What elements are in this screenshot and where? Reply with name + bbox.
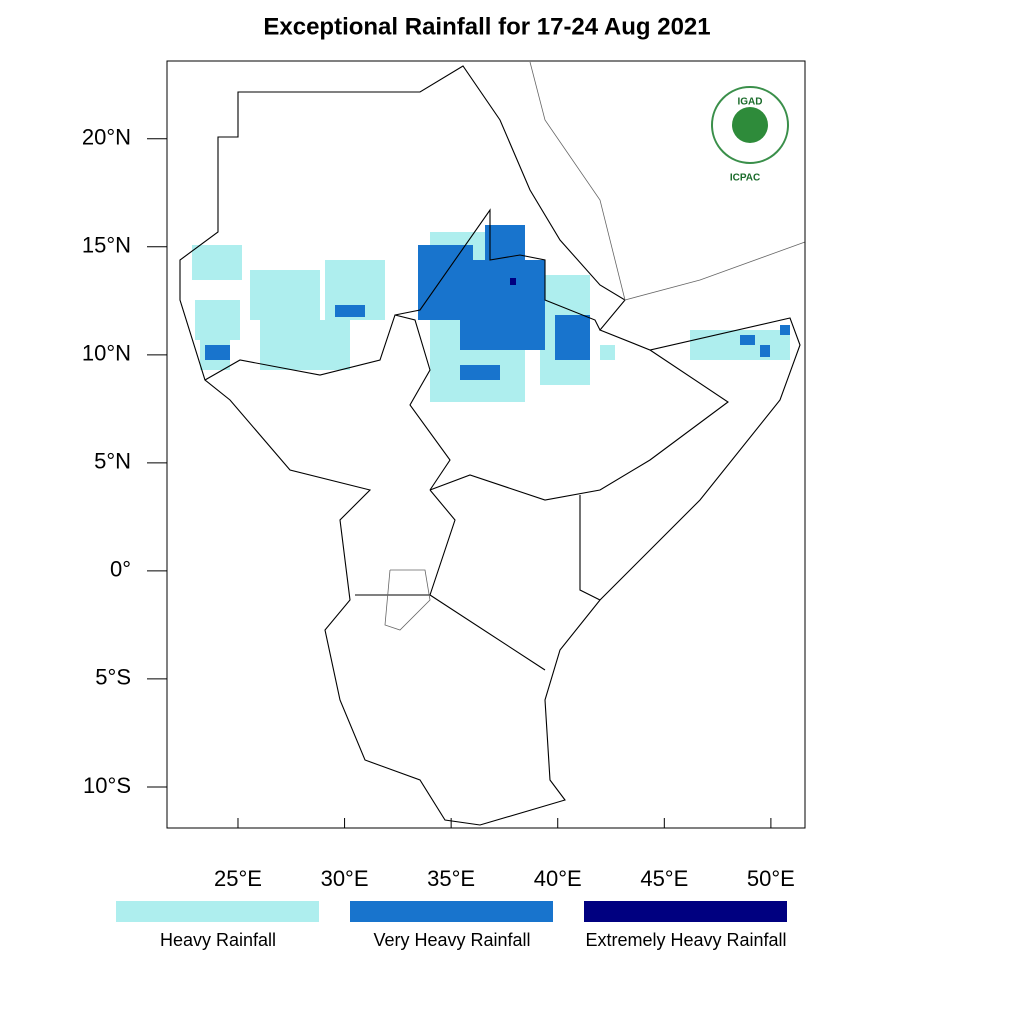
legend-label: Extremely Heavy Rainfall (585, 930, 786, 950)
x-tick-label: 35°E (427, 866, 475, 891)
rain-cells (192, 225, 790, 402)
logo-name: IGAD (738, 97, 763, 108)
y-tick-label: 10°S (83, 773, 131, 798)
y-tick-label: 15°N (82, 233, 131, 258)
map-title: Exceptional Rainfall for 17-24 Aug 2021 (263, 13, 710, 40)
y-tick-label: 20°N (82, 125, 131, 150)
logo-subtitle: ICPAC (730, 173, 760, 184)
legend-label: Heavy Rainfall (160, 930, 276, 950)
borders (179, 65, 801, 826)
legend-label: Very Heavy Rainfall (373, 930, 530, 950)
plot-frame (166, 60, 806, 829)
sudan-border (204, 314, 451, 491)
lake-victoria (384, 569, 431, 631)
coast-lines (384, 61, 806, 631)
legend-swatch (350, 901, 553, 922)
x-tick-label: 40°E (534, 866, 582, 891)
x-tick-label: 50°E (747, 866, 795, 891)
kenya-border (355, 489, 601, 671)
extreme-rain (510, 278, 516, 285)
logo-globe (732, 107, 768, 143)
x-tick-label: 25°E (214, 866, 262, 891)
x-tick-label: 45°E (640, 866, 688, 891)
ethiopia-south (429, 349, 729, 501)
x-tick-label: 30°E (321, 866, 369, 891)
ethiopia-border (394, 208, 601, 331)
y-tick-label: 5°S (95, 665, 131, 690)
y-tick-label: 0° (110, 557, 131, 582)
y-tick-label: 10°N (82, 341, 131, 366)
legend-swatch (116, 901, 319, 922)
red-sea-coast (529, 61, 806, 301)
y-tick-label: 5°N (94, 449, 131, 474)
very-heavy-rain (205, 225, 790, 380)
region-outline (179, 65, 801, 826)
legend-swatch (584, 901, 787, 922)
logo: IGAD ICPAC (711, 86, 789, 184)
